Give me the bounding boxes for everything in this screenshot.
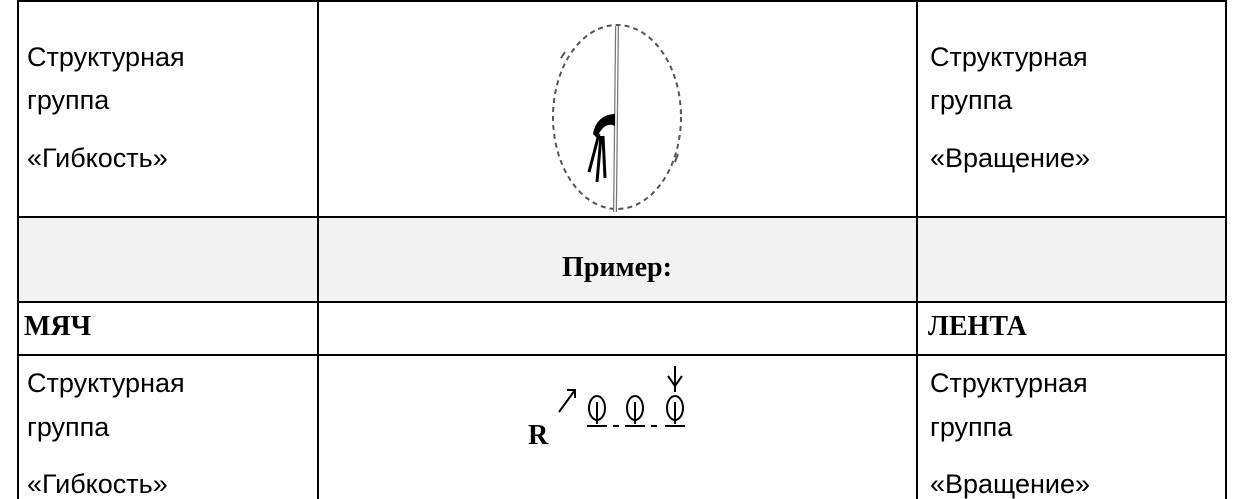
cell-text: «Гибкость» (27, 469, 168, 499)
example-row-bg (18, 218, 1226, 302)
col-border (17, 0, 19, 499)
cell-text: группа (27, 85, 110, 115)
cell-text: «Вращение» (930, 143, 1091, 173)
cell-text: Структурная (930, 368, 1088, 398)
cell-text: группа (27, 412, 110, 442)
col-border (317, 0, 319, 499)
notation-symbols (558, 366, 685, 427)
cell-text: «Вращение» (930, 469, 1091, 499)
col-border (1225, 0, 1227, 499)
rotation-figure (552, 24, 682, 213)
row-border (17, 354, 1227, 356)
cell-text: «Гибкость» (27, 143, 168, 173)
apparatus-label: ЛЕНТА (928, 311, 1027, 342)
cell-text: Структурная (27, 42, 185, 72)
cell-text: Структурная (930, 42, 1088, 72)
row-border (17, 216, 1227, 218)
row-border (17, 301, 1227, 303)
cell-text: Структурная (27, 368, 185, 398)
cell-text: группа (930, 85, 1013, 115)
row-border (17, 0, 1227, 2)
cell-text: группа (930, 412, 1013, 442)
example-label: Пример: (562, 252, 672, 283)
apparatus-label: МЯЧ (24, 311, 92, 342)
notation-letter: R (528, 420, 549, 451)
col-border (916, 0, 918, 499)
